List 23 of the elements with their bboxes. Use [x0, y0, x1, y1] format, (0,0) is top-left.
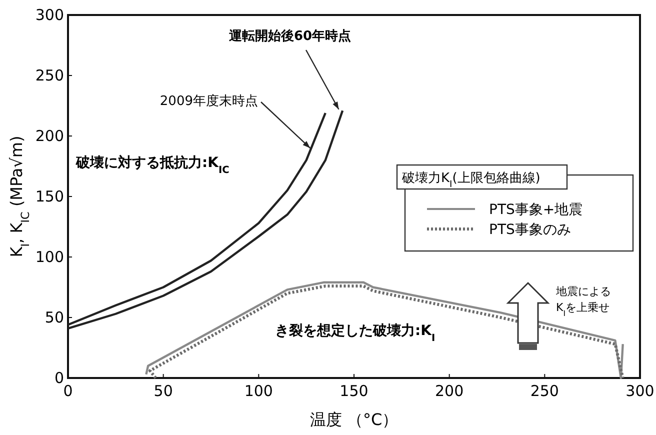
y-tick-label: 50: [44, 308, 64, 326]
y-tick-label: 150: [35, 188, 64, 206]
legend-label: PTS事象のみ: [489, 222, 571, 238]
legend-label: PTS事象+地震: [489, 202, 583, 218]
x-tick-label: 100: [244, 382, 273, 400]
x-tick-label: 250: [530, 382, 559, 400]
y-tick-label: 0: [54, 369, 64, 387]
y-tick-label: 200: [35, 127, 64, 145]
annotation: K$_{I}$を上乗せ: [556, 301, 610, 318]
annotation: 破壊に対する抵抗力:K$_{IC}$: [75, 154, 230, 176]
y-tick-label: 100: [35, 248, 64, 266]
legend-title: 破壊力K$_{I}$(上限包絡曲線): [401, 171, 540, 190]
x-tick-label: 300: [626, 382, 654, 400]
y-tick-label: 300: [35, 6, 64, 24]
annotation: き裂を想定した破壊力:K$_{I}$: [275, 322, 436, 344]
annotation: 運転開始後60年時点: [228, 28, 352, 44]
annotation: 2009年度末時点: [160, 93, 258, 109]
x-tick-label: 50: [154, 382, 173, 400]
y-tick-label: 250: [35, 66, 64, 84]
annotation: 地震による: [555, 285, 611, 298]
x-tick-label: 200: [435, 382, 464, 400]
x-tick-label: 150: [340, 382, 368, 400]
x-axis-title: 温度 （°C）: [310, 410, 398, 429]
